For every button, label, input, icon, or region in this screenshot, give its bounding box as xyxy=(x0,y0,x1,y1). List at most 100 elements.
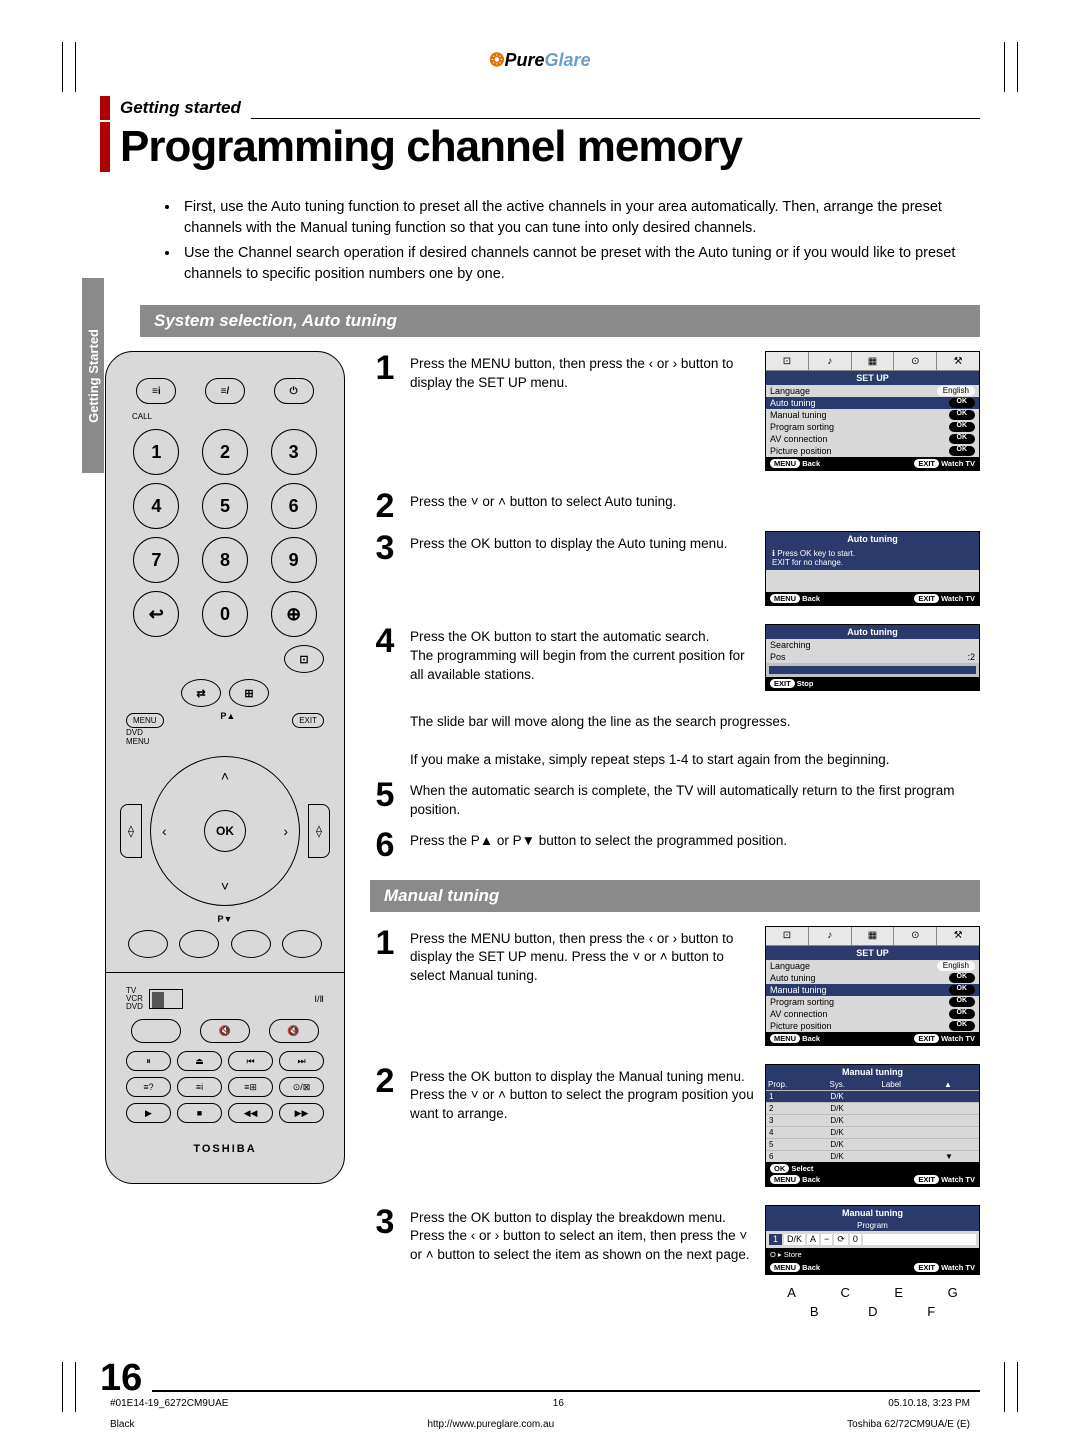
step-number: 4 xyxy=(370,624,400,701)
footer-model: Toshiba 62/72CM9UA/E (E) xyxy=(847,1419,970,1430)
intro-list: First, use the Auto tuning function to p… xyxy=(160,197,980,285)
step-number: 6 xyxy=(370,828,400,862)
step-text: When the automatic search is complete, t… xyxy=(410,778,980,820)
footer-date: 05.10.18, 3:23 PM xyxy=(888,1398,970,1409)
ffwd-icon: ▶▶ xyxy=(279,1103,324,1123)
separator xyxy=(106,972,344,973)
mute-icon: 🔇 xyxy=(200,1019,250,1043)
switch-labels: TV VCR DVD xyxy=(126,987,143,1011)
next-icon: ⏭ xyxy=(279,1051,324,1071)
ok-button: OK xyxy=(204,810,246,852)
step-text: Press the OK button to start the automat… xyxy=(410,624,755,701)
osd-auto-searching: Auto tuning Searching Pos:2 EXIT Stop xyxy=(765,624,980,691)
intro-bullet: Use the Channel search operation if desi… xyxy=(180,243,980,285)
num-8: 8 xyxy=(202,537,248,583)
color-btn xyxy=(282,930,322,958)
btn-swap-icon: ⇄ xyxy=(181,679,221,707)
menu-button: MENU xyxy=(126,713,164,728)
step-number: 1 xyxy=(370,351,400,481)
num-1: 1 xyxy=(133,429,179,475)
footer-code: #01E14-19_6272CM9UAE xyxy=(110,1398,228,1409)
section-header-auto: System selection, Auto tuning xyxy=(140,305,980,337)
num-7: 7 xyxy=(133,537,179,583)
num-3: 3 xyxy=(271,429,317,475)
step-number: 3 xyxy=(370,531,400,616)
teletext-icon: ⊙/⊠ xyxy=(279,1077,324,1097)
brand-label: TOSHIBA xyxy=(126,1143,324,1155)
btn-return-icon: ↩ xyxy=(133,591,179,637)
osd-title: SET UP xyxy=(766,946,979,960)
arrow-up-icon: ˄ xyxy=(221,768,229,784)
btn-list-slash-icon: ≡/ xyxy=(205,378,245,404)
section-header-manual: Manual tuning xyxy=(370,880,980,912)
teletext-icon: ≡⊞ xyxy=(228,1077,273,1097)
osd-setup-manual: ⊡♪▦⊙⚒ SET UP LanguageEnglish Auto tuning… xyxy=(765,926,980,1046)
page-number-rule xyxy=(152,1390,980,1392)
footer-url: http://www.pureglare.com.au xyxy=(427,1419,554,1430)
side-tab: Getting Started xyxy=(82,278,104,473)
brand-logo: ❂PureGlare xyxy=(100,50,980,71)
color-btn xyxy=(179,930,219,958)
breakdown-labels: B D F xyxy=(765,1304,980,1319)
logo-glare: Glare xyxy=(545,50,591,70)
print-footer: #01E14-19_6272CM9UAE 16 05.10.18, 3:23 P… xyxy=(0,1398,1080,1430)
rule-line xyxy=(251,118,980,119)
play-icon: ▶ xyxy=(126,1103,171,1123)
intro-bullet: First, use the Auto tuning function to p… xyxy=(180,197,980,239)
osd-title: Auto tuning xyxy=(766,532,979,546)
step-number: 2 xyxy=(370,1064,400,1197)
call-label: CALL xyxy=(132,412,324,421)
ch-bar: ⟠ xyxy=(308,804,330,858)
btn-input-icon: ⊕ xyxy=(271,591,317,637)
num-5: 5 xyxy=(202,483,248,529)
osd-auto-start: Auto tuning ℹ Press OK key to start.EXIT… xyxy=(765,531,980,606)
step-text: Press the MENU button, then press the ‹ … xyxy=(410,926,755,1056)
arrow-left-icon: ‹ xyxy=(162,823,167,839)
step-text: Press the OK button to display the break… xyxy=(410,1205,755,1319)
footer-page: 16 xyxy=(553,1398,564,1409)
step-text: Press the OK button to display the Auto … xyxy=(410,531,755,616)
stop-icon: ■ xyxy=(177,1103,222,1123)
footer-black: Black xyxy=(110,1419,134,1430)
osd-program: Manual tuning Program 1 D/K A − ⟳ 0 O ▸ … xyxy=(765,1205,980,1275)
arrow-down-icon: ˅ xyxy=(221,878,229,894)
page-title: Programming channel memory xyxy=(120,122,742,172)
accent-bar xyxy=(100,96,110,120)
step-number: 1 xyxy=(370,926,400,1056)
crop-mark xyxy=(62,42,76,92)
device-switch xyxy=(149,989,183,1009)
osd-title: Auto tuning xyxy=(766,625,979,639)
btn-pip-icon: ⊡ xyxy=(284,645,324,673)
step-text: Press the MENU button, then press the ‹ … xyxy=(410,351,755,481)
btn-power-icon: ⏻ xyxy=(274,378,314,404)
teletext-icon: ≡? xyxy=(126,1077,171,1097)
p-down-label: P▼ xyxy=(126,914,324,924)
osd-manual-tuning: Manual tuning Prop.Sys.Label▲ 1D/K 2D/K … xyxy=(765,1064,980,1187)
logo-pure: Pure xyxy=(505,50,545,70)
prev-icon: ⏮ xyxy=(228,1051,273,1071)
num-9: 9 xyxy=(271,537,317,583)
crop-mark xyxy=(1004,42,1018,92)
remote-control: ≡i ≡/ ⏻ CALL 1 2 3 4 5 6 7 8 xyxy=(105,351,345,1184)
color-btn xyxy=(128,930,168,958)
logo-icon: ❂ xyxy=(489,50,504,70)
color-btn xyxy=(231,930,271,958)
p-up-label: P▲ xyxy=(220,711,235,721)
dvd-menu-label: DVD MENU xyxy=(126,728,324,746)
audio-label: Ⅰ/Ⅱ xyxy=(314,994,324,1005)
vol-bar: ⟠ xyxy=(120,804,142,858)
step-text: Press the ˅ or ˄ button to select Auto t… xyxy=(410,489,755,523)
step-number: 3 xyxy=(370,1205,400,1319)
section-label: Getting started xyxy=(120,98,241,118)
step-text: The slide bar will move along the line a… xyxy=(410,709,980,770)
osd-setup: ⊡♪▦⊙⚒ SET UP LanguageEnglish Auto tuning… xyxy=(765,351,980,471)
num-0: 0 xyxy=(202,591,248,637)
sound-icon: 🔇 xyxy=(269,1019,319,1043)
osd-title: Manual tuning xyxy=(766,1065,979,1079)
btn-list-icon: ≡i xyxy=(136,378,176,404)
arrow-right-icon: › xyxy=(283,823,288,839)
eject-icon: ⏏ xyxy=(177,1051,222,1071)
side-tab-label: Getting Started xyxy=(86,329,101,423)
accent-bar-tall xyxy=(100,122,110,172)
pill-btn xyxy=(131,1019,181,1043)
